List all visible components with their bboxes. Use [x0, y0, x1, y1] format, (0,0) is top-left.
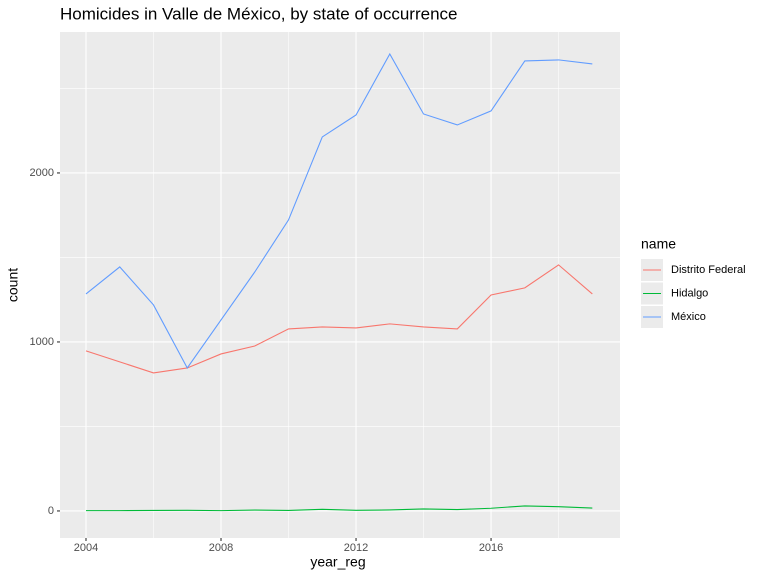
series-line [85, 264, 593, 374]
series-line [85, 505, 593, 512]
y-tick-label: 0 [48, 505, 54, 517]
x-tick-label: 2012 [344, 542, 368, 554]
x-tick-label: 2004 [74, 542, 98, 554]
x-tick-label: 2008 [209, 542, 233, 554]
series-line [85, 52, 593, 370]
y-axis-label: count [5, 268, 21, 302]
x-tick-label: 2016 [479, 542, 503, 554]
legend-label: México [671, 311, 706, 323]
y-tick-label: 1000 [30, 336, 54, 348]
legend-label: Hidalgo [671, 287, 708, 299]
chart-title: Homicides in Valle de México, by state o… [60, 4, 457, 23]
panel [60, 32, 620, 538]
y-tick-label: 2000 [30, 167, 54, 179]
x-axis-label: year_reg [310, 554, 365, 570]
legend-title: name [641, 236, 676, 252]
legend-label: Distrito Federal [671, 264, 746, 276]
